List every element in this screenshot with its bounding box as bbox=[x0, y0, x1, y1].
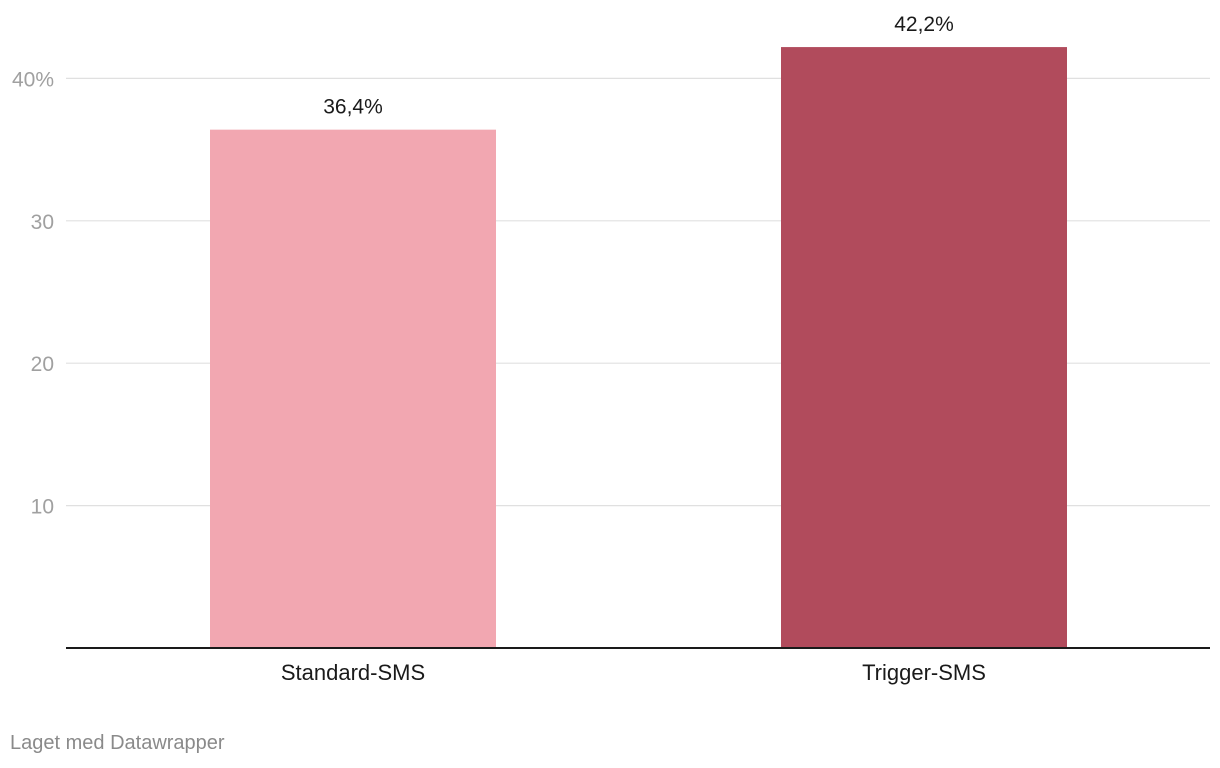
category-label: Standard-SMS bbox=[281, 660, 425, 685]
value-label: 36,4% bbox=[323, 96, 383, 119]
bars bbox=[210, 47, 1067, 648]
category-label: Trigger-SMS bbox=[862, 660, 986, 685]
chart-labels: 10 20 30 40% 36,4% Standard-SMS 42,2% Trigger-S… bbox=[12, 13, 986, 685]
bar-standard-sms bbox=[210, 129, 496, 648]
datawrapper-credit: Laget med Datawrapper bbox=[10, 732, 225, 754]
value-label: 42,2% bbox=[894, 13, 954, 36]
y-tick-label: 20 bbox=[31, 353, 54, 376]
y-tick-label: 40% bbox=[12, 68, 54, 91]
bar-trigger-sms bbox=[781, 47, 1067, 648]
y-tick-label: 10 bbox=[31, 496, 54, 519]
y-tick-label: 30 bbox=[31, 211, 54, 234]
